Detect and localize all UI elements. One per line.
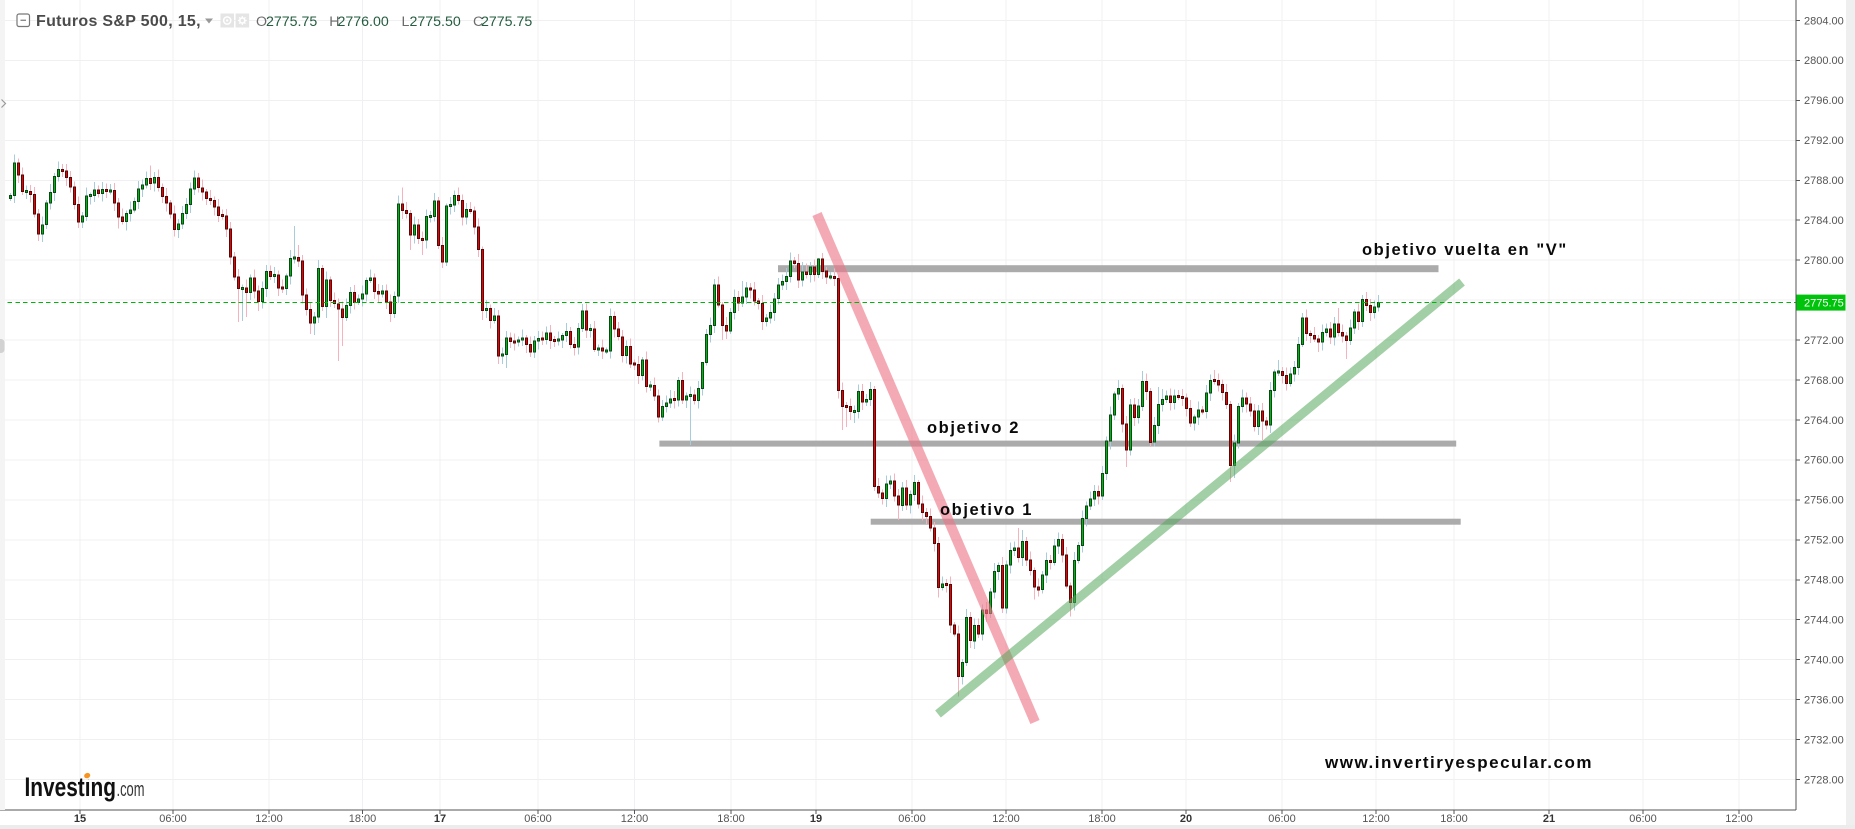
svg-text:2775.75: 2775.75 bbox=[1804, 297, 1844, 309]
svg-text:12:00: 12:00 bbox=[1725, 813, 1753, 825]
svg-text:06:00: 06:00 bbox=[1268, 813, 1296, 825]
svg-text:2780.00: 2780.00 bbox=[1804, 255, 1844, 267]
svg-text:C: C bbox=[473, 14, 483, 30]
svg-text:12:00: 12:00 bbox=[1362, 813, 1390, 825]
svg-text:2784.00: 2784.00 bbox=[1804, 215, 1844, 227]
svg-text:2732.00: 2732.00 bbox=[1804, 734, 1844, 746]
svg-text:objetivo 2: objetivo 2 bbox=[927, 419, 1020, 437]
svg-text:www.invertiryespecular.com: www.invertiryespecular.com bbox=[1324, 753, 1593, 772]
svg-text:15: 15 bbox=[74, 813, 86, 825]
svg-text:2800.00: 2800.00 bbox=[1804, 55, 1844, 67]
svg-text:L: L bbox=[402, 14, 410, 30]
svg-text:06:00: 06:00 bbox=[524, 813, 552, 825]
svg-text:18:00: 18:00 bbox=[1088, 813, 1116, 825]
svg-text:20: 20 bbox=[1180, 813, 1192, 825]
svg-text:2760.00: 2760.00 bbox=[1804, 455, 1844, 467]
svg-text:objetivo 1: objetivo 1 bbox=[940, 501, 1033, 519]
svg-text:2792.00: 2792.00 bbox=[1804, 135, 1844, 147]
svg-text:06:00: 06:00 bbox=[159, 813, 187, 825]
svg-text:2772.00: 2772.00 bbox=[1804, 335, 1844, 347]
svg-text:2768.00: 2768.00 bbox=[1804, 375, 1844, 387]
svg-text:2756.00: 2756.00 bbox=[1804, 495, 1844, 507]
svg-text:2796.00: 2796.00 bbox=[1804, 95, 1844, 107]
svg-text:21: 21 bbox=[1543, 813, 1555, 825]
svg-text:12:00: 12:00 bbox=[255, 813, 283, 825]
svg-text:2775.50: 2775.50 bbox=[410, 14, 461, 30]
svg-text:06:00: 06:00 bbox=[1629, 813, 1657, 825]
svg-text:objetivo vuelta en "V": objetivo vuelta en "V" bbox=[1362, 241, 1568, 259]
svg-text:.com: .com bbox=[117, 779, 145, 801]
svg-text:12:00: 12:00 bbox=[992, 813, 1020, 825]
svg-text:Futuros S&P 500, 15,: Futuros S&P 500, 15, bbox=[36, 13, 201, 30]
svg-text:18:00: 18:00 bbox=[717, 813, 745, 825]
svg-text:2752.00: 2752.00 bbox=[1804, 535, 1844, 547]
svg-text:18:00: 18:00 bbox=[349, 813, 377, 825]
svg-text:2804.00: 2804.00 bbox=[1804, 15, 1844, 27]
svg-text:2748.00: 2748.00 bbox=[1804, 575, 1844, 587]
svg-text:19: 19 bbox=[810, 813, 822, 825]
svg-text:2775.75: 2775.75 bbox=[481, 14, 532, 30]
svg-text:2776.00: 2776.00 bbox=[338, 14, 389, 30]
svg-text:2775.75: 2775.75 bbox=[266, 14, 317, 30]
svg-text:12:00: 12:00 bbox=[621, 813, 649, 825]
svg-text:17: 17 bbox=[434, 813, 446, 825]
svg-text:O: O bbox=[256, 14, 267, 30]
svg-text:2764.00: 2764.00 bbox=[1804, 415, 1844, 427]
svg-text:18:00: 18:00 bbox=[1440, 813, 1468, 825]
svg-text:Investing: Investing bbox=[25, 772, 117, 802]
svg-text:2728.00: 2728.00 bbox=[1804, 774, 1844, 786]
svg-text:2788.00: 2788.00 bbox=[1804, 175, 1844, 187]
svg-text:2736.00: 2736.00 bbox=[1804, 694, 1844, 706]
svg-text:2744.00: 2744.00 bbox=[1804, 615, 1844, 627]
svg-text:H: H bbox=[329, 14, 339, 30]
svg-text:06:00: 06:00 bbox=[898, 813, 926, 825]
svg-text:2740.00: 2740.00 bbox=[1804, 655, 1844, 667]
